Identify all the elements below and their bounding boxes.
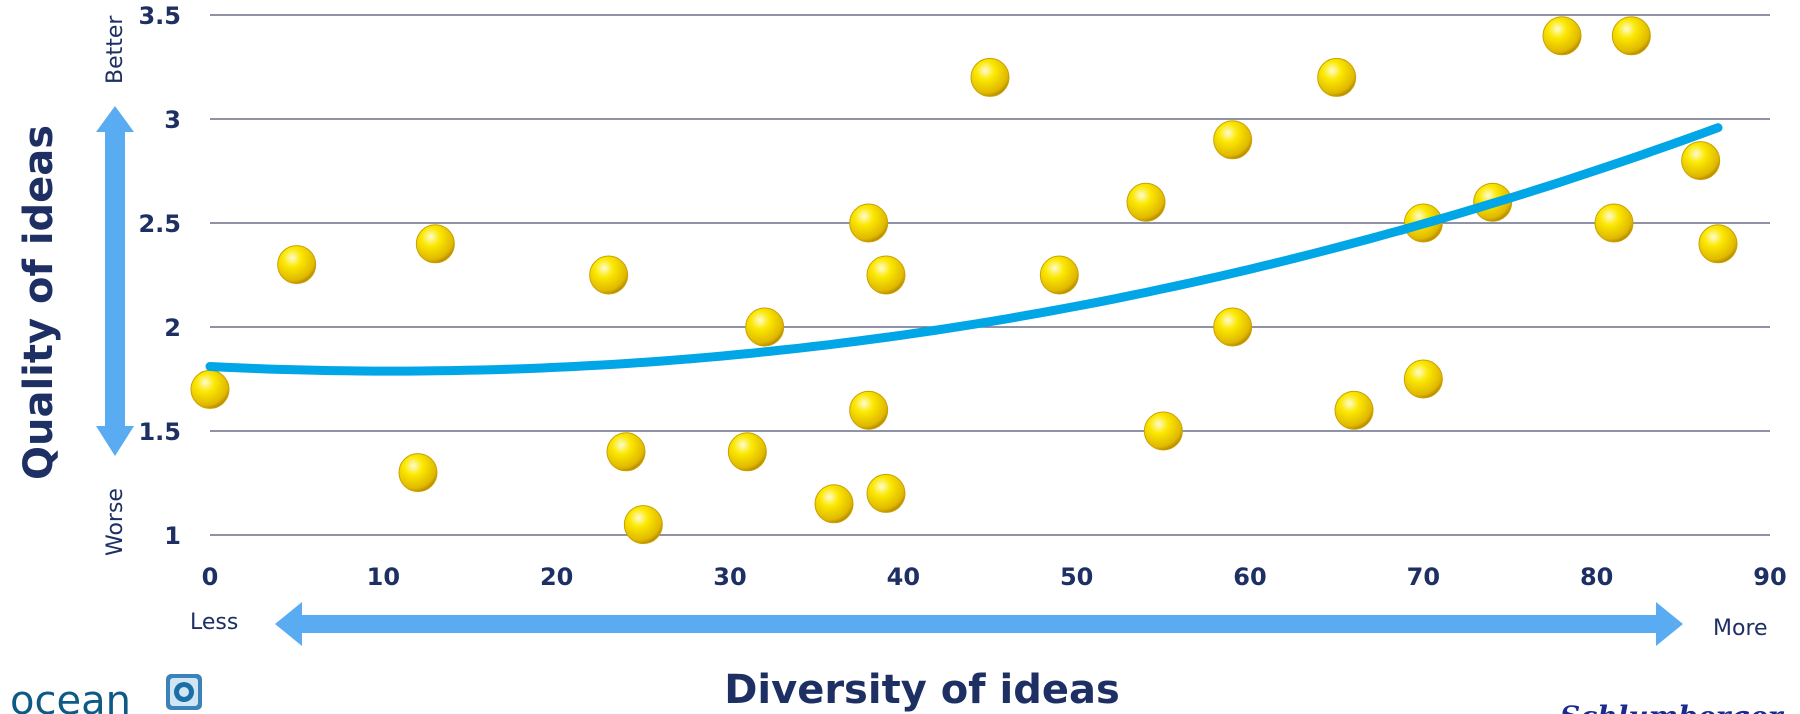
data-point [849, 390, 889, 430]
data-point [849, 203, 889, 243]
ocean-square-logo-icon [166, 674, 202, 710]
data-point [1126, 182, 1166, 222]
data-point [606, 432, 646, 472]
trendline [205, 123, 1723, 376]
data-point [970, 57, 1010, 97]
y-high-annotation: Better [103, 15, 128, 84]
x-tick-label: 80 [1580, 563, 1613, 591]
y-tick-label: 2.5 [138, 210, 181, 238]
data-point [190, 369, 230, 409]
data-point [1039, 255, 1079, 295]
x-tick-label: 10 [367, 563, 400, 591]
y-tick-label: 1 [164, 522, 181, 550]
x-tick-label: 0 [202, 563, 219, 591]
x-axis-arrow [275, 602, 1683, 646]
data-points [190, 16, 1738, 545]
x-high-annotation: More [1713, 616, 1768, 641]
data-point [415, 224, 455, 264]
data-point [1143, 411, 1183, 451]
ocean-logo: ocean [10, 674, 202, 714]
data-point [1403, 359, 1443, 399]
data-point [727, 432, 767, 472]
brand-name: Schlumberger [1560, 700, 1785, 714]
data-point [1542, 16, 1582, 56]
x-low-annotation: Less [190, 610, 238, 635]
y-tick-labels: 1 1.5 2 2.5 3 3.5 [138, 2, 181, 550]
x-tick-label: 30 [713, 563, 746, 591]
data-point [1213, 120, 1253, 160]
data-point [1681, 141, 1721, 181]
x-tick-labels: 0 10 20 30 40 50 60 70 80 90 [202, 563, 1787, 591]
y-tick-label: 2 [164, 314, 181, 342]
data-point [866, 255, 906, 295]
data-point [1698, 224, 1738, 264]
y-low-annotation: Worse [103, 488, 128, 556]
y-tick-label: 3.5 [138, 2, 181, 30]
x-tick-label: 50 [1060, 563, 1093, 591]
data-point [1334, 390, 1374, 430]
data-point [623, 505, 663, 545]
y-tick-label: 3 [164, 106, 181, 134]
x-axis-title: Diversity of ideas [724, 667, 1120, 713]
data-point [277, 245, 317, 285]
y-axis-title: Quality of ideas [16, 125, 62, 480]
y-tick-label: 1.5 [138, 418, 181, 446]
data-point [589, 255, 629, 295]
x-tick-label: 20 [540, 563, 573, 591]
gridlines [210, 14, 1770, 536]
data-point [1611, 16, 1651, 56]
data-point [1213, 307, 1253, 347]
x-tick-label: 40 [887, 563, 920, 591]
data-point [398, 453, 438, 493]
y-axis-arrow [96, 106, 134, 456]
data-point [745, 307, 785, 347]
data-point [866, 473, 906, 513]
x-tick-label: 60 [1233, 563, 1266, 591]
ocean-logo-text: ocean [10, 678, 131, 714]
x-tick-label: 90 [1753, 563, 1786, 591]
x-tick-label: 70 [1407, 563, 1440, 591]
data-point [814, 484, 854, 524]
data-point [1594, 203, 1634, 243]
data-point [1317, 57, 1357, 97]
